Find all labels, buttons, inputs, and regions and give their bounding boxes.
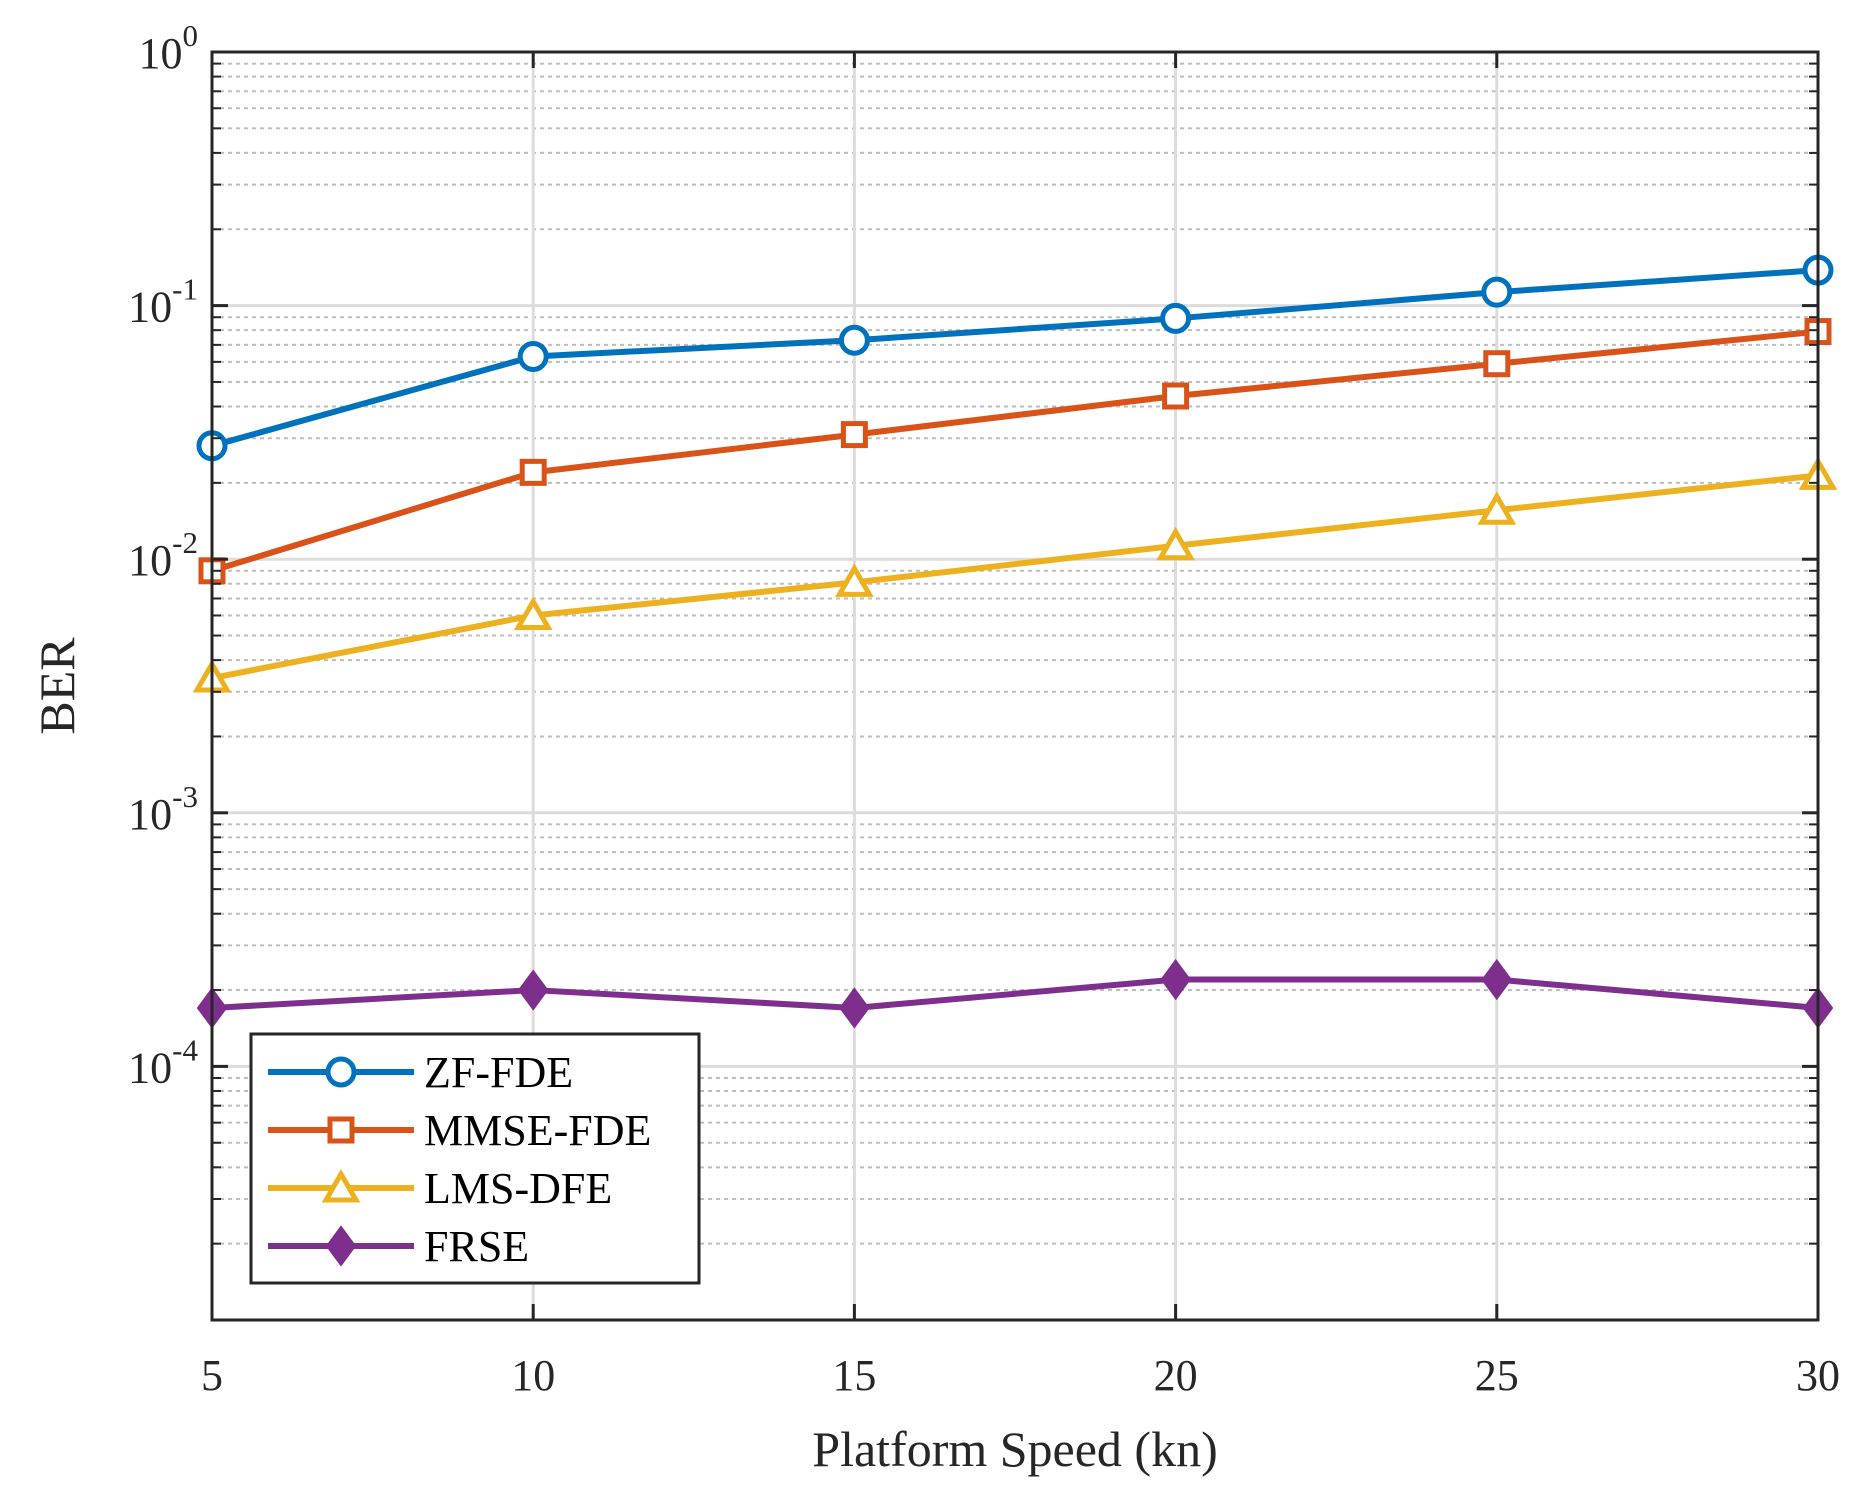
legend-marker-lms-dfe	[321, 1168, 361, 1203]
legend-marker-mmse-fde	[327, 1116, 355, 1144]
data-point-mmse-fde	[840, 421, 868, 449]
data-point-lms-dfe	[513, 596, 553, 630]
y-tick-label: 10-4	[128, 1032, 198, 1092]
legend-label-lms-dfe: LMS-DFE	[424, 1164, 612, 1213]
x-tick-labels: 5 10 15 20 25 30	[201, 1351, 1840, 1400]
series-line-mmse-fde	[211, 328, 1819, 574]
data-point-frse	[517, 969, 549, 1011]
legend-marker-frse	[325, 1225, 357, 1267]
data-point-mmse-fde	[1483, 350, 1511, 378]
series-line-frse	[211, 976, 1819, 1011]
x-tick-label: 20	[1154, 1351, 1198, 1400]
y-tick-labels: 100 10-1 10-2 10-3 10-4	[128, 18, 198, 1092]
data-point-zf-fde	[838, 324, 870, 356]
tick-marks	[210, 50, 1820, 1320]
x-axis-label: Platform Speed (kn)	[812, 1421, 1217, 1477]
x-tick-label: 30	[1796, 1351, 1840, 1400]
x-tick-label: 10	[511, 1351, 555, 1400]
legend: ZF-FDE MMSE-FDE LMS-DFE FRSE	[249, 1032, 701, 1285]
series-line-zf-fde	[211, 267, 1819, 449]
legend-label-frse: FRSE	[424, 1222, 529, 1271]
data-point-mmse-fde	[519, 458, 547, 486]
data-point-mmse-fde	[1162, 382, 1190, 410]
legend-box	[249, 1032, 701, 1285]
y-axis-label: BER	[29, 637, 85, 735]
data-point-zf-fde	[1481, 276, 1513, 308]
y-tick-label: 100	[139, 18, 199, 78]
legend-label-mmse-fde: MMSE-FDE	[424, 1106, 651, 1155]
data-point-frse	[1481, 958, 1513, 1001]
data-point-zf-fde	[1160, 302, 1192, 334]
legend-marker-zf-fde	[325, 1056, 357, 1088]
y-tick-label: 10-1	[128, 272, 198, 332]
legend-label-zf-fde: ZF-FDE	[424, 1048, 573, 1097]
x-tick-label: 15	[832, 1351, 876, 1400]
data-point-zf-fde	[517, 340, 549, 372]
data-point-lms-dfe	[1156, 526, 1195, 561]
series-layer	[192, 254, 1838, 1029]
y-tick-label: 10-2	[128, 525, 198, 585]
x-tick-label: 25	[1475, 1351, 1519, 1400]
data-point-lms-dfe	[1477, 491, 1517, 525]
data-point-frse	[1160, 958, 1191, 1001]
data-point-lms-dfe	[835, 563, 874, 597]
series-line-lms-dfe	[211, 472, 1819, 681]
x-tick-label: 5	[201, 1351, 223, 1400]
data-point-frse	[839, 987, 870, 1029]
y-tick-label: 10-3	[128, 779, 198, 839]
plot-frame	[210, 50, 1820, 1322]
